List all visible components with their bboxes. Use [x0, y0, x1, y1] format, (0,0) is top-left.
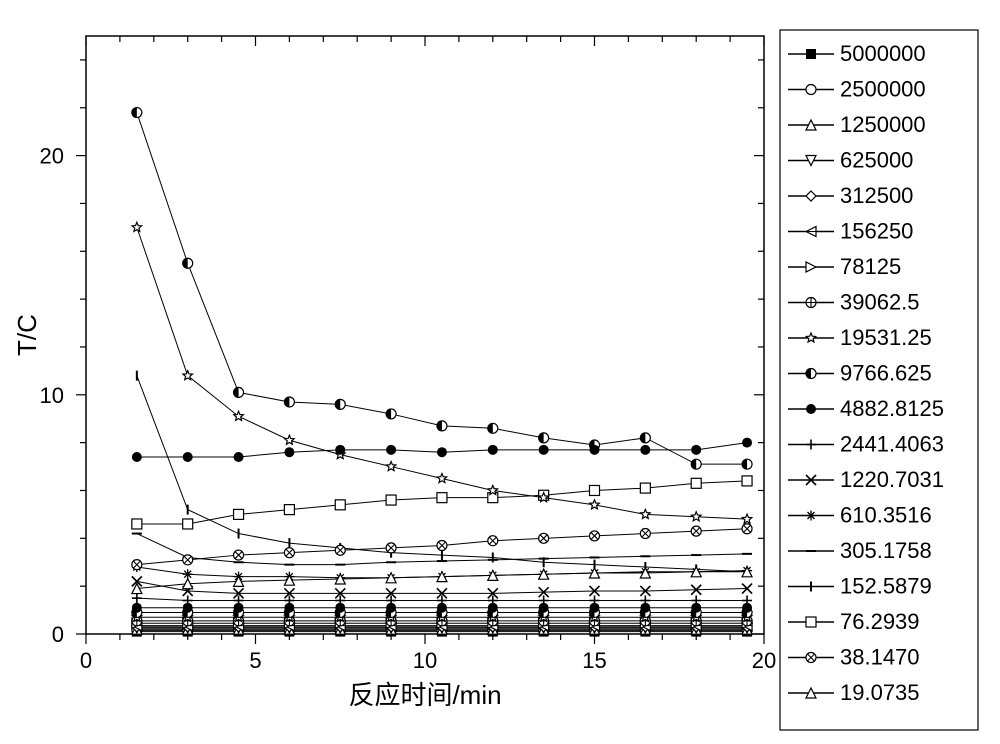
svg-text:0: 0 [52, 622, 64, 647]
series-76.2939 [132, 476, 752, 529]
legend-label: 9766.625 [840, 361, 932, 386]
chart-container: 0 5 10 15 20 反应时间/min 0 10 20 T/C 5000000 2500000 12… [10, 10, 990, 734]
legend-label: 1250000 [840, 112, 926, 137]
svg-text:5: 5 [249, 648, 261, 673]
legend-label: 2441.4063 [840, 432, 944, 457]
svg-text:10: 10 [413, 648, 437, 673]
legend: 5000000 2500000 1250000 625000 312500 156250 7… [780, 30, 978, 730]
legend-label: 39062.5 [840, 290, 920, 315]
series-flat [132, 438, 752, 462]
series-top [132, 108, 752, 470]
svg-text:20: 20 [752, 648, 776, 673]
legend-label: 152.5879 [840, 574, 932, 599]
legend-label: 19531.25 [840, 325, 932, 350]
legend-label: 2500000 [840, 77, 926, 102]
svg-text:10: 10 [40, 383, 64, 408]
series-19.0735 [132, 567, 752, 594]
series-38.1470 [132, 524, 752, 570]
legend-label: 305.1758 [840, 538, 932, 563]
legend-label: 1220.7031 [840, 467, 944, 492]
svg-text:15: 15 [582, 648, 606, 673]
legend-label: 78125 [840, 254, 901, 279]
svg-text:20: 20 [40, 144, 64, 169]
chart-svg: 0 5 10 15 20 反应时间/min 0 10 20 T/C 5000000 2500000 12… [10, 10, 990, 734]
series-second [132, 222, 752, 523]
svg-text:0: 0 [80, 648, 92, 673]
legend-label: 5000000 [840, 41, 926, 66]
legend-label: 38.1470 [840, 645, 920, 670]
legend-label: 312500 [840, 183, 913, 208]
svg-text:反应时间/min: 反应时间/min [348, 680, 501, 710]
legend-label: 610.3516 [840, 503, 932, 528]
plot-frame [86, 36, 764, 634]
svg-text:T/C: T/C [12, 314, 42, 356]
legend-label: 156250 [840, 219, 913, 244]
legend-label: 625000 [840, 148, 913, 173]
series-2441.4063 [132, 593, 752, 605]
legend-label: 76.2939 [840, 609, 920, 634]
legend-label: 4882.8125 [840, 396, 944, 421]
legend-label: 19.0735 [840, 680, 920, 705]
